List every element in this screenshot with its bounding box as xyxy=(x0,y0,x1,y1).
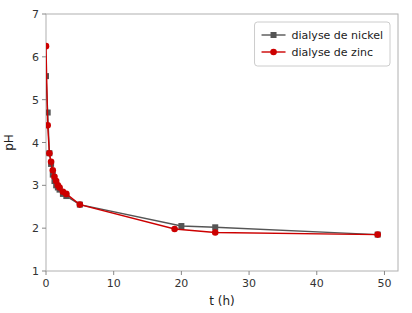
data-point xyxy=(77,202,83,208)
y-tick-label: 3 xyxy=(32,179,39,192)
series-line xyxy=(46,76,378,234)
x-tick-label: 20 xyxy=(174,277,188,290)
x-tick-label: 50 xyxy=(377,277,391,290)
y-tick-label: 5 xyxy=(32,94,39,107)
data-point xyxy=(375,232,381,238)
data-point xyxy=(46,43,49,50)
y-tick xyxy=(42,99,46,100)
y-tick xyxy=(42,56,46,57)
legend-label: dialyse de nickel xyxy=(292,29,383,42)
y-tick-label: 1 xyxy=(32,265,39,278)
x-tick xyxy=(384,271,385,275)
legend: dialyse de nickel dialyse de zinc xyxy=(255,22,390,66)
data-point xyxy=(46,122,51,129)
data-point xyxy=(46,150,52,156)
x-tick xyxy=(249,271,250,275)
data-point xyxy=(212,229,219,236)
x-axis-label: t (h) xyxy=(209,294,235,308)
y-tick xyxy=(42,228,46,229)
y-axis: 1 2 3 4 5 6 7 xyxy=(32,8,46,278)
legend-marker xyxy=(271,32,277,38)
y-tick-label: 2 xyxy=(32,222,39,235)
data-point xyxy=(178,223,184,229)
data-point xyxy=(46,150,53,157)
y-tick xyxy=(42,271,46,272)
x-axis: 0 10 20 30 40 50 xyxy=(43,271,392,290)
data-point xyxy=(49,167,56,174)
data-point xyxy=(77,201,84,208)
legend-box xyxy=(255,22,390,66)
data-point xyxy=(171,226,178,233)
series-line xyxy=(46,46,378,234)
legend-marker xyxy=(270,49,277,56)
chart: 0 10 20 30 40 50 1 2 3 4 5 6 7 t (h) pH dialyse de nick… xyxy=(0,0,412,313)
data-point xyxy=(63,191,70,198)
y-tick xyxy=(42,185,46,186)
x-tick xyxy=(46,271,47,275)
legend-label: dialyse de zinc xyxy=(292,46,373,59)
x-tick-label: 30 xyxy=(242,277,256,290)
x-tick-label: 40 xyxy=(310,277,324,290)
y-axis-label: pH xyxy=(2,134,16,151)
data-point xyxy=(48,158,55,165)
x-tick xyxy=(316,271,317,275)
x-tick xyxy=(113,271,114,275)
y-tick xyxy=(42,142,46,143)
y-tick-label: 4 xyxy=(32,137,39,150)
data-point xyxy=(374,231,381,238)
plot-frame xyxy=(46,14,398,271)
y-tick-label: 7 xyxy=(32,8,39,21)
x-tick xyxy=(181,271,182,275)
y-tick xyxy=(42,14,46,15)
x-tick-label: 0 xyxy=(43,277,50,290)
plot-data xyxy=(46,43,381,238)
y-tick-label: 6 xyxy=(32,51,39,64)
x-tick-label: 10 xyxy=(107,277,121,290)
